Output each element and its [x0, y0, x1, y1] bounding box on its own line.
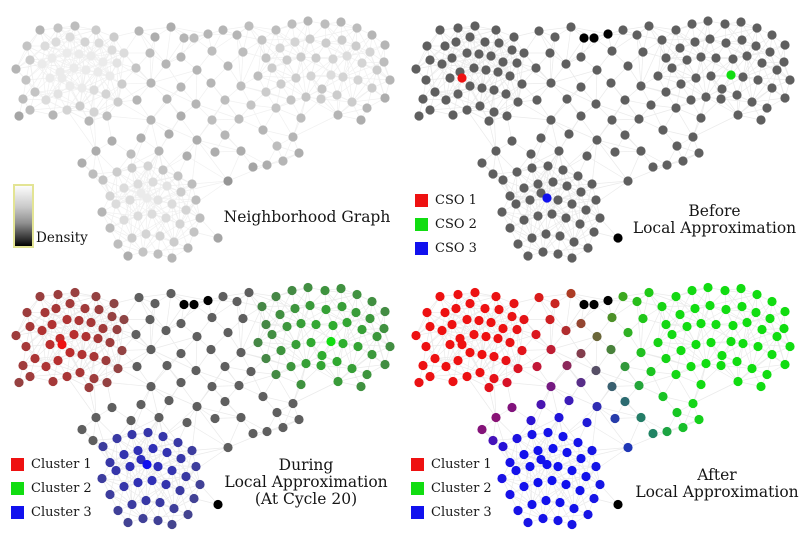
panel-title-after: After Local Approximation [628, 467, 800, 501]
legend-label-cso3: CSO 3 [435, 241, 477, 256]
legend-item-cso3: CSO 3 [415, 242, 477, 255]
title-line-2: Local Approximation [635, 483, 799, 501]
legend-item-cluster3: Cluster 3 [11, 506, 92, 519]
legend-item-cluster1: Cluster 1 [411, 458, 492, 471]
legend-swatch-cluster3 [11, 506, 24, 519]
legend-item-cluster2: Cluster 2 [11, 482, 92, 495]
legend-label-cluster3: Cluster 3 [31, 505, 92, 520]
legend-swatch-cluster3 [411, 506, 424, 519]
legend-item-cluster3: Cluster 3 [411, 506, 492, 519]
legend-swatch-cluster1 [11, 458, 24, 471]
density-colorbar-label: Density [36, 230, 88, 246]
network-graph-after [411, 282, 795, 530]
legend-clusters-after: Cluster 1 Cluster 2 Cluster 3 [411, 458, 492, 530]
panel-before-local-approximation: CSO 1 CSO 2 CSO 3 Before Local Approxima… [400, 0, 800, 266]
panel-title-before: Before Local Approximation [627, 203, 800, 237]
panel-after-local-approximation: Cluster 1 Cluster 2 Cluster 3 After Loca… [400, 266, 800, 533]
legend-label-cluster1: Cluster 1 [431, 457, 492, 472]
legend-cso: CSO 1 CSO 2 CSO 3 [415, 194, 477, 266]
legend-swatch-cluster2 [411, 482, 424, 495]
legend-label-cso1: CSO 1 [435, 193, 477, 208]
title-line-2: Local Approximation [224, 473, 388, 491]
legend-item-cso1: CSO 1 [415, 194, 477, 207]
legend-swatch-cso2 [415, 218, 428, 231]
legend-label-cso2: CSO 2 [435, 217, 477, 232]
density-colorbar [13, 184, 34, 248]
legend-clusters-during: Cluster 1 Cluster 2 Cluster 3 [11, 458, 92, 530]
network-graph-before [411, 16, 795, 263]
legend-swatch-cso1 [415, 194, 428, 207]
panel-title-during: During Local Approximation (At Cycle 20) [215, 457, 397, 508]
panel-title-neighborhood: Neighborhood Graph [223, 208, 391, 226]
title-line-1: Before [688, 202, 741, 220]
legend-label-cluster2: Cluster 2 [31, 481, 92, 496]
legend-swatch-cluster1 [411, 458, 424, 471]
legend-label-cluster3: Cluster 3 [431, 505, 492, 520]
legend-label-cluster1: Cluster 1 [31, 457, 92, 472]
legend-swatch-cluster2 [11, 482, 24, 495]
panel-during-local-approximation: Cluster 1 Cluster 2 Cluster 3 During Loc… [0, 266, 400, 533]
network-graph-during [11, 282, 395, 530]
legend-swatch-cso3 [415, 242, 428, 255]
legend-label-cluster2: Cluster 2 [431, 481, 492, 496]
legend-item-cluster2: Cluster 2 [411, 482, 492, 495]
title-line-1: During [278, 456, 334, 474]
network-graph-density [11, 16, 395, 263]
title-line-2: Local Approximation [632, 219, 797, 237]
title-line-3: (At Cycle 20) [254, 490, 358, 508]
title-line-1: After [697, 466, 737, 484]
legend-item-cluster1: Cluster 1 [11, 458, 92, 471]
legend-item-cso2: CSO 2 [415, 218, 477, 231]
panel-neighborhood-graph: Density Neighborhood Graph [0, 0, 400, 266]
